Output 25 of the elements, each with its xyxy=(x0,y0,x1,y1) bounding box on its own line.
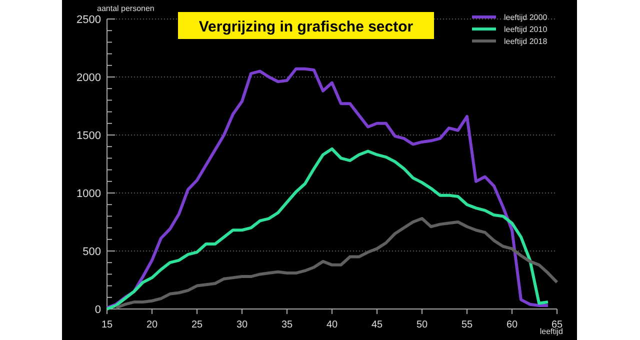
y-tick-label: 2000 xyxy=(76,72,101,84)
y-axis-title: aantal personen xyxy=(97,4,154,13)
x-tick-label: 20 xyxy=(146,320,158,330)
x-tick-label: 15 xyxy=(101,320,113,330)
line-series xyxy=(114,217,558,310)
line-series xyxy=(106,67,550,310)
y-tick-label: 500 xyxy=(82,246,101,258)
x-tick-label: 45 xyxy=(371,320,383,330)
x-tick-label: 40 xyxy=(326,320,338,330)
legend-label: leeftijd 2018 xyxy=(504,36,548,46)
x-tick-label: 50 xyxy=(416,320,428,330)
legend-label: leeftijd 2000 xyxy=(504,12,548,22)
y-tick-label: 1500 xyxy=(76,130,101,142)
legend-label: leeftijd 2010 xyxy=(504,24,548,34)
y-tick-label: 2500 xyxy=(76,14,101,26)
y-tick-label: 1000 xyxy=(76,188,101,200)
chart-title: Vergrijzing in grafische sector xyxy=(198,18,414,36)
x-tick-label: 30 xyxy=(236,320,248,330)
x-tick-label: 25 xyxy=(191,320,203,330)
x-axis-title: leeftijd xyxy=(540,327,563,336)
x-tick-label: 60 xyxy=(506,320,518,330)
x-tick-label: 55 xyxy=(461,320,473,330)
y-tick-label: 0 xyxy=(94,304,101,316)
x-tick-label: 35 xyxy=(281,320,293,330)
line-series xyxy=(106,147,550,310)
